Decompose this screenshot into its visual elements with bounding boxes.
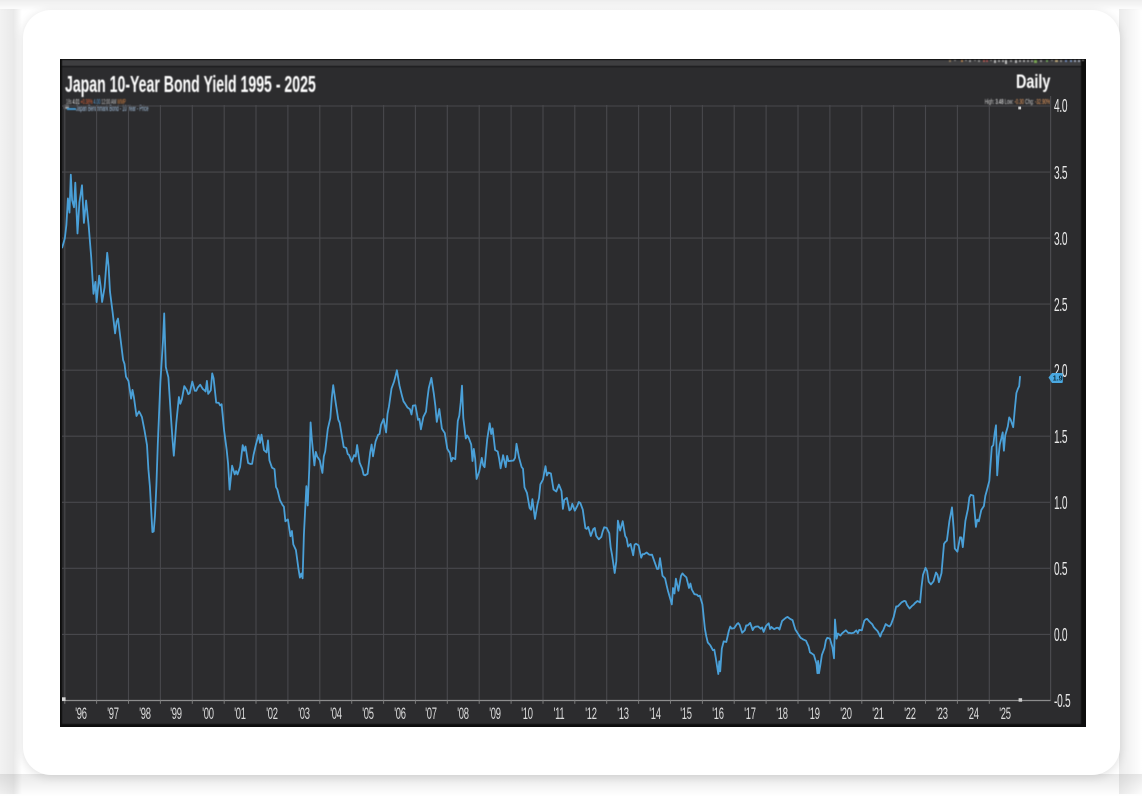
svg-text:1.9: 1.9 <box>1053 375 1063 382</box>
